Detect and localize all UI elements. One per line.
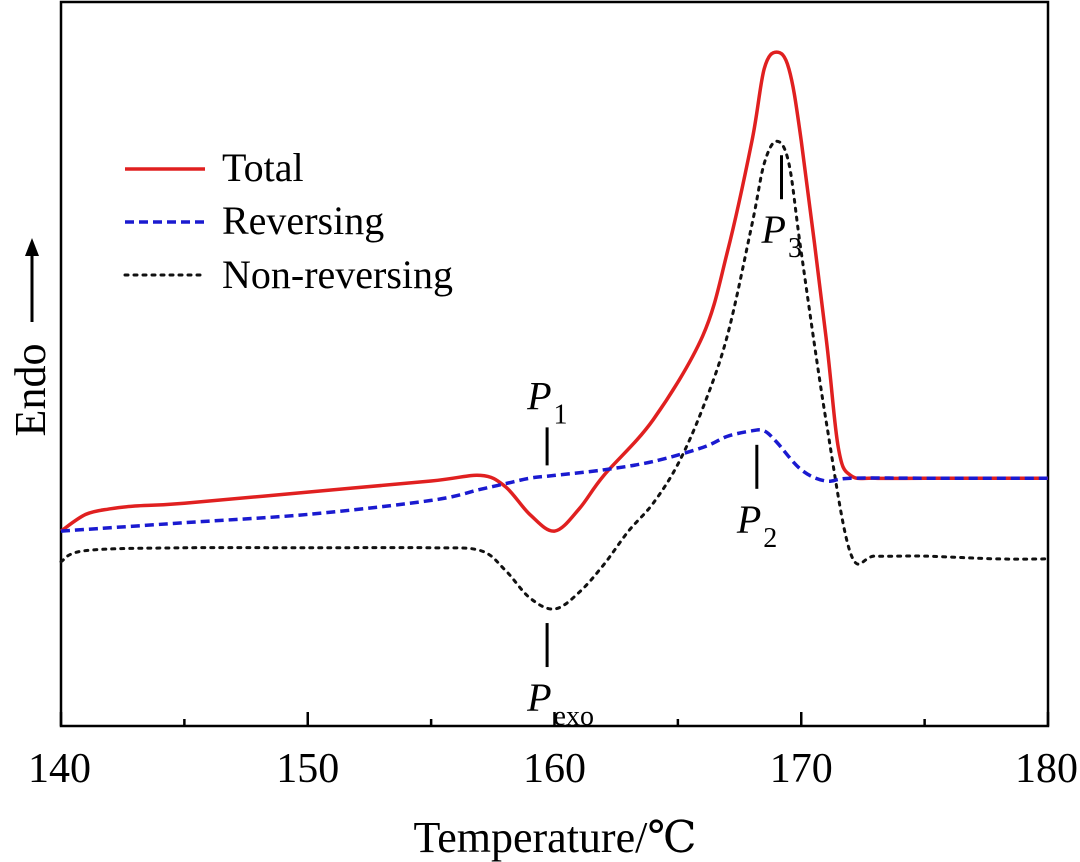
legend-label-reversing: Reversing <box>222 198 384 243</box>
series-line-non-reversing <box>59 139 1050 611</box>
x-tick-label-180: 180 <box>1015 746 1078 792</box>
plot-frame <box>59 0 1050 728</box>
annotation-p-3-letter: P <box>761 207 786 252</box>
x-tick-label-150: 150 <box>276 746 339 792</box>
legend: Total Reversing Non-reversing <box>123 145 453 297</box>
annotation-p-exo-letter: P <box>526 675 551 720</box>
x-axis-tick-labels: 140 150 160 170 180 <box>28 746 1078 792</box>
annotation-p-3-subscript: 3 <box>788 233 802 264</box>
annotation-p-2-label: P2 <box>736 497 777 554</box>
y-axis-title: Endo <box>6 344 55 437</box>
annotation-p-1-letter: P <box>526 373 551 418</box>
x-tick-label-160: 160 <box>523 746 586 792</box>
series-line-reversing <box>60 428 1048 533</box>
series-line-total <box>59 50 1048 533</box>
y-axis-arrow <box>25 238 39 322</box>
x-axis-title: Temperature/℃ <box>413 813 696 862</box>
annotation-p-exo-subscript: exo <box>554 701 594 732</box>
annotation-p-exo-label: Pexo <box>526 675 594 732</box>
annotation-p-2-letter: P <box>736 497 761 542</box>
legend-label-total: Total <box>222 145 304 190</box>
legend-label-non-reversing: Non-reversing <box>222 252 453 297</box>
annotation-p-3-label: P3 <box>761 207 802 264</box>
annotation-p-2-subscript: 2 <box>763 523 777 554</box>
series-group <box>59 50 1050 611</box>
x-axis-ticks <box>59 712 1050 726</box>
x-tick-label-170: 170 <box>770 746 833 792</box>
annotation-p-1-subscript: 1 <box>554 399 568 430</box>
x-tick-label-140: 140 <box>28 746 91 792</box>
annotation-p-1-label: P1 <box>526 373 567 430</box>
